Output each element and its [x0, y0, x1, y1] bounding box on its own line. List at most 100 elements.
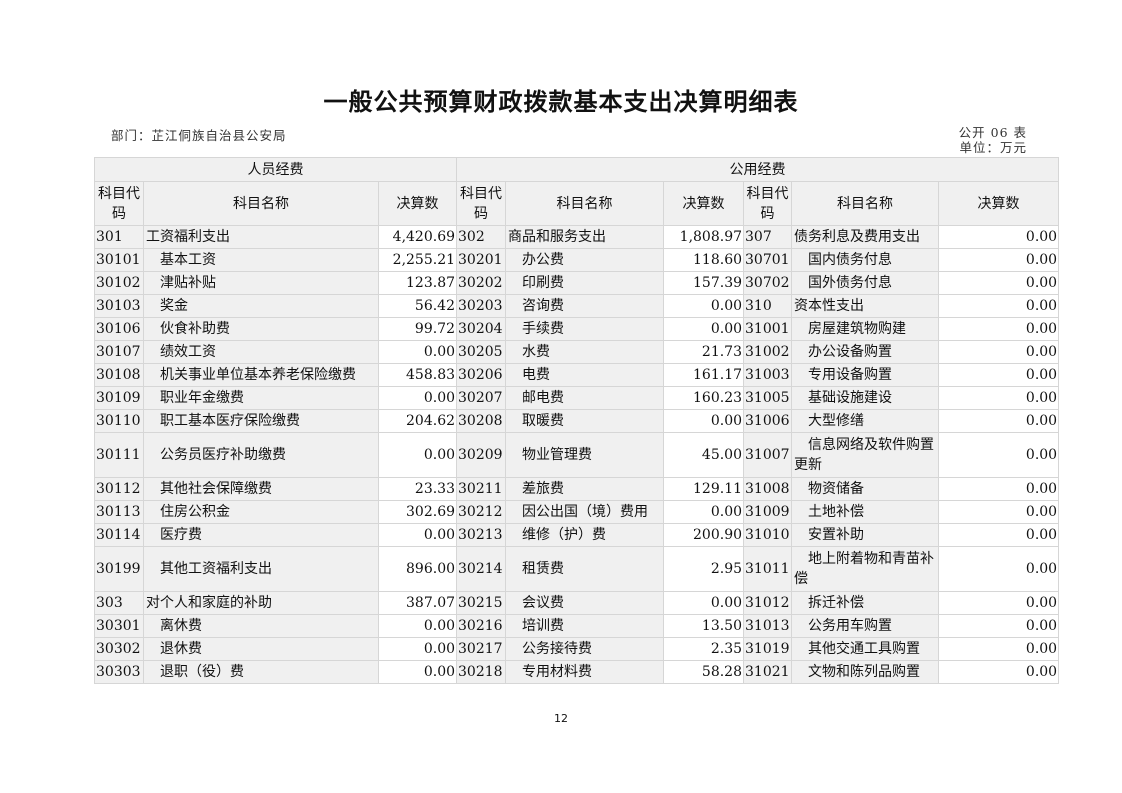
item-name: 取暖费	[505, 409, 665, 433]
item-amount: 0.00	[938, 363, 1060, 387]
item-amount: 0.00	[377, 340, 458, 364]
item-amount: 160.23	[663, 386, 745, 410]
item-name: 物业管理费	[505, 432, 665, 478]
item-amount: 0.00	[938, 432, 1060, 478]
item-name: 水费	[505, 340, 665, 364]
item-code: 30216	[456, 614, 507, 638]
item-code: 30103	[94, 294, 144, 318]
item-code: 301	[94, 225, 144, 249]
item-code: 30199	[94, 546, 144, 592]
page-number: 12	[554, 712, 568, 725]
item-code: 30114	[94, 523, 144, 547]
item-amount: 0.00	[377, 523, 458, 547]
column-header-row: 科目代码 科目名称 决算数 科目代码 科目名称 决算数 科目代码 科目名称 决算…	[94, 181, 1060, 226]
table-row: 30199 其他工资福利支出 896.00 30214 租赁费 2.95 31011 地上附着…	[94, 546, 1060, 592]
item-amount: 0.00	[663, 500, 745, 524]
col-code: 科目代码	[743, 181, 793, 226]
item-amount: 0.00	[377, 432, 458, 478]
item-name: 医疗费	[143, 523, 379, 547]
item-name: 退休费	[143, 637, 379, 661]
item-code: 31010	[743, 523, 793, 547]
item-amount: 56.42	[377, 294, 458, 318]
table-row: 30303 退职（役）费 0.00 30218 专用材料费 58.28 31021 文物和陈列…	[94, 660, 1060, 684]
table-row: 30108 机关事业单位基本养老保险缴费 458.83 30206 电费 161.17 31…	[94, 363, 1060, 387]
table-row: 30103 奖金 56.42 30203 咨询费 0.00 310 资本性支出 0.00	[94, 294, 1060, 318]
table-row: 303 对个人和家庭的补助 387.07 30215 会议费 0.00 31012 拆迁补偿 0…	[94, 591, 1060, 615]
item-code: 30212	[456, 500, 507, 524]
table-row: 30111 公务员医疗补助缴费 0.00 30209 物业管理费 45.00 31007 信息…	[94, 432, 1060, 478]
item-amount: 99.72	[377, 317, 458, 341]
table-row: 30107 绩效工资 0.00 30205 水费 21.73 31002 办公设备购置 0.00	[94, 340, 1060, 364]
item-amount: 302.69	[377, 500, 458, 524]
expenditure-table: 人员经费 公用经费 科目代码 科目名称 决算数 科目代码 科目名称 决算数 科目…	[93, 157, 1060, 684]
item-name: 电费	[505, 363, 665, 387]
item-amount: 2.35	[663, 637, 745, 661]
item-code: 31005	[743, 386, 793, 410]
table-row: 30302 退休费 0.00 30217 公务接待费 2.35 31019 其他交通工具购置 0…	[94, 637, 1060, 661]
item-amount: 204.62	[377, 409, 458, 433]
item-amount: 23.33	[377, 477, 458, 501]
item-name: 房屋建筑物购建	[791, 317, 940, 341]
item-amount: 0.00	[938, 225, 1060, 249]
item-name: 维修（护）费	[505, 523, 665, 547]
item-name: 职业年金缴费	[143, 386, 379, 410]
item-amount: 0.00	[938, 660, 1060, 684]
item-amount: 0.00	[938, 546, 1060, 592]
col-name: 科目名称	[143, 181, 379, 226]
item-name: 绩效工资	[143, 340, 379, 364]
item-name: 津贴补贴	[143, 271, 379, 295]
item-code: 30110	[94, 409, 144, 433]
table-row: 301 工资福利支出 4,420.69 302 商品和服务支出 1,808.97 307 债务…	[94, 225, 1060, 249]
item-amount: 0.00	[938, 591, 1060, 615]
item-amount: 0.00	[938, 386, 1060, 410]
item-code: 31006	[743, 409, 793, 433]
item-code: 31007	[743, 432, 793, 478]
item-code: 30301	[94, 614, 144, 638]
item-name: 工资福利支出	[143, 225, 379, 249]
item-name: 培训费	[505, 614, 665, 638]
item-amount: 0.00	[663, 591, 745, 615]
item-amount: 0.00	[938, 500, 1060, 524]
table-row: 30113 住房公积金 302.69 30212 因公出国（境）费用 0.00 31009 土…	[94, 500, 1060, 524]
item-amount: 0.00	[938, 294, 1060, 318]
item-amount: 123.87	[377, 271, 458, 295]
item-amount: 0.00	[938, 248, 1060, 272]
group-public: 公用经费	[456, 157, 1060, 182]
item-code: 30101	[94, 248, 144, 272]
item-name: 大型修缮	[791, 409, 940, 433]
item-name: 安置补助	[791, 523, 940, 547]
table-row: 30301 离休费 0.00 30216 培训费 13.50 31013 公务用车购置 0.00	[94, 614, 1060, 638]
item-amount: 0.00	[938, 409, 1060, 433]
item-name: 资本性支出	[791, 294, 940, 318]
item-code: 30201	[456, 248, 507, 272]
item-name: 机关事业单位基本养老保险缴费	[143, 363, 379, 387]
item-name: 拆迁补偿	[791, 591, 940, 615]
item-code: 30205	[456, 340, 507, 364]
item-amount: 4,420.69	[377, 225, 458, 249]
unit-label: 单位：万元	[959, 140, 1027, 155]
item-code: 31008	[743, 477, 793, 501]
item-amount: 387.07	[377, 591, 458, 615]
item-name: 国内债务付息	[791, 248, 940, 272]
table-row: 30101 基本工资 2,255.21 30201 办公费 118.60 30701 国内债务…	[94, 248, 1060, 272]
item-amount: 13.50	[663, 614, 745, 638]
item-amount: 21.73	[663, 340, 745, 364]
item-name: 对个人和家庭的补助	[143, 591, 379, 615]
table-row: 30109 职业年金缴费 0.00 30207 邮电费 160.23 31005 基础设施建设…	[94, 386, 1060, 410]
col-code: 科目代码	[94, 181, 144, 226]
item-code: 307	[743, 225, 793, 249]
item-code: 30218	[456, 660, 507, 684]
item-amount: 161.17	[663, 363, 745, 387]
item-code: 31019	[743, 637, 793, 661]
item-name: 职工基本医疗保险缴费	[143, 409, 379, 433]
item-code: 30303	[94, 660, 144, 684]
item-code: 30102	[94, 271, 144, 295]
item-amount: 58.28	[663, 660, 745, 684]
item-code: 30215	[456, 591, 507, 615]
group-header-row: 人员经费 公用经费	[93, 157, 1060, 182]
item-amount: 0.00	[377, 386, 458, 410]
item-code: 30112	[94, 477, 144, 501]
item-name: 地上附着物和青苗补偿	[791, 546, 940, 592]
item-amount: 118.60	[663, 248, 745, 272]
item-name: 债务利息及费用支出	[791, 225, 940, 249]
